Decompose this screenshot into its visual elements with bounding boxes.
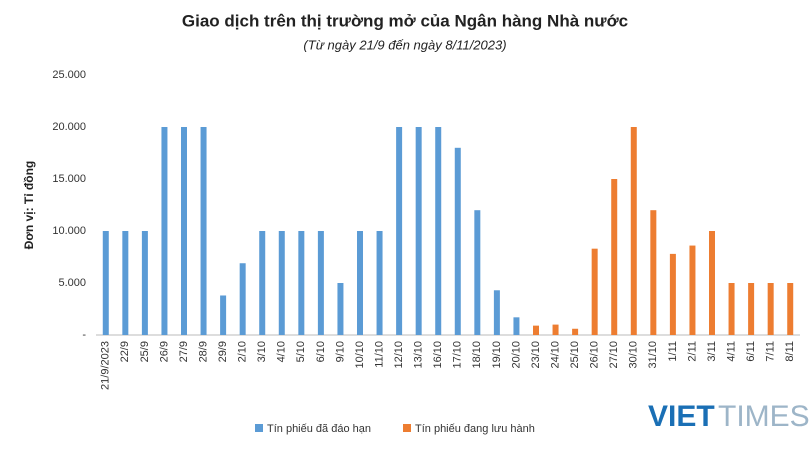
- x-tick-label: 27/10: [608, 341, 620, 369]
- bar: [317, 231, 324, 335]
- x-tick-label: 3/11: [706, 341, 718, 362]
- y-tick-label: 5.000: [58, 277, 86, 289]
- x-tick-label: 24/10: [549, 341, 561, 369]
- bar: [630, 127, 637, 335]
- watermark-right: TIMES: [718, 400, 810, 433]
- bar: [533, 325, 539, 335]
- bar: [220, 295, 227, 335]
- x-tick-label: 4/11: [725, 341, 737, 362]
- bar: [767, 283, 774, 335]
- x-tick-label: 17/10: [452, 341, 464, 369]
- x-tick-label: 27/9: [178, 341, 190, 362]
- x-tick-label: 5/10: [295, 341, 307, 362]
- bar: [474, 210, 481, 335]
- bar: [669, 253, 676, 335]
- bar: [493, 290, 500, 335]
- x-tick-label: 28/9: [197, 341, 209, 362]
- bar: [200, 127, 207, 335]
- chart-subtitle: (Từ ngày 21/9 đến ngày 8/11/2023): [303, 37, 506, 52]
- watermark-bg: [640, 395, 810, 440]
- bar: [689, 245, 696, 335]
- bar: [513, 317, 520, 335]
- bar: [709, 231, 715, 335]
- bar: [454, 147, 461, 335]
- x-tick-label: 18/10: [471, 341, 483, 369]
- x-tick-label: 20/10: [510, 341, 522, 369]
- bar: [181, 127, 187, 335]
- bar: [259, 231, 266, 335]
- bar: [415, 127, 422, 335]
- x-tick-label: 26/10: [589, 341, 601, 369]
- x-tick-label: 23/10: [530, 341, 542, 369]
- y-tick-label: 20.000: [52, 121, 86, 133]
- y-tick-label: 10.000: [52, 225, 86, 237]
- y-axis-label: Đơn vị: Tỉ đồng: [22, 161, 36, 250]
- x-tick-label: 2/11: [686, 341, 698, 362]
- bar: [748, 283, 755, 335]
- x-tick-label: 26/9: [158, 341, 170, 362]
- legend-label: Tín phiếu đã đáo hạn: [267, 423, 371, 435]
- bar: [102, 231, 109, 335]
- y-tick-label: 25.000: [52, 69, 86, 81]
- bar: [611, 179, 618, 335]
- x-tick-label: 8/11: [784, 341, 796, 362]
- watermark-left: VIET: [648, 400, 715, 433]
- bar: [278, 231, 285, 335]
- y-tick-label: -: [82, 329, 86, 341]
- legend-swatch: [403, 424, 411, 432]
- legend-swatch: [255, 424, 263, 432]
- bar: [650, 210, 657, 335]
- x-tick-label: 2/10: [237, 341, 249, 362]
- x-tick-label: 9/10: [334, 341, 346, 362]
- bar: [239, 263, 246, 335]
- bar: [141, 231, 148, 335]
- x-tick-label: 6/10: [315, 341, 327, 362]
- bar: [787, 283, 794, 335]
- x-tick-label: 25/9: [139, 341, 151, 362]
- x-tick-label: 7/11: [765, 341, 777, 362]
- bar: [337, 283, 344, 335]
- bar: [122, 231, 129, 335]
- x-tick-label: 19/10: [491, 341, 503, 369]
- x-tick-label: 12/10: [393, 341, 405, 369]
- x-tick-label: 3/10: [256, 341, 268, 362]
- x-tick-label: 13/10: [413, 341, 425, 369]
- x-tick-label: 22/9: [119, 341, 131, 362]
- legend-label: Tín phiếu đang lưu hành: [415, 423, 535, 435]
- x-tick-label: 11/10: [373, 341, 385, 368]
- chart-title: Giao dịch trên thị trường mở của Ngân hà…: [182, 11, 628, 30]
- x-tick-label: 16/10: [432, 341, 444, 369]
- y-tick-label: 15.000: [52, 173, 86, 185]
- x-tick-label: 21/9/2023: [100, 341, 112, 390]
- x-tick-label: 6/11: [745, 341, 757, 362]
- x-tick-label: 30/10: [628, 341, 640, 369]
- bar: [435, 127, 442, 335]
- x-tick-label: 10/10: [354, 341, 366, 369]
- x-tick-label: 25/10: [569, 341, 581, 369]
- bar: [161, 127, 168, 335]
- bar: [357, 231, 363, 335]
- bar: [376, 231, 383, 335]
- bar: [591, 248, 598, 335]
- bar: [396, 127, 403, 335]
- x-tick-label: 4/10: [276, 341, 288, 362]
- x-tick-label: 1/11: [667, 341, 679, 362]
- x-tick-label: 29/9: [217, 341, 229, 362]
- bar: [298, 231, 305, 335]
- bar: [572, 328, 579, 335]
- bar: [552, 324, 559, 335]
- x-tick-label: 31/10: [647, 341, 659, 369]
- bar: [728, 283, 735, 335]
